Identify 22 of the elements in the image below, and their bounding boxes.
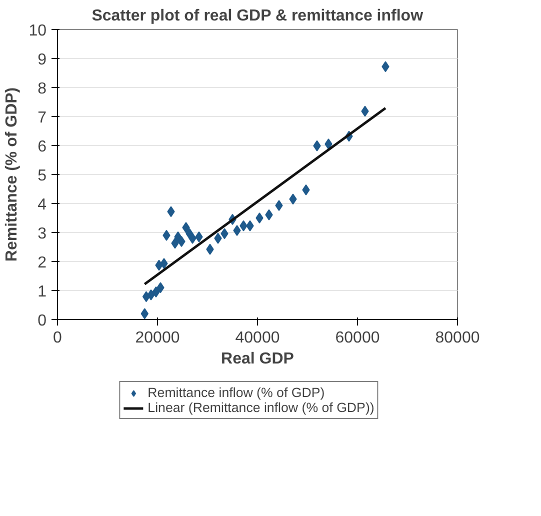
y-tick-label: 7 <box>38 110 47 126</box>
y-axis-title: Remittance (% of GDP) <box>4 87 21 262</box>
point <box>256 212 264 224</box>
y-tick-label: 0 <box>38 312 47 330</box>
y-tick-label: 10 <box>28 22 47 40</box>
y-tick-label: 3 <box>38 226 47 242</box>
legend-label: Linear (Remittance inflow (% of GDP)) <box>148 400 374 415</box>
legend-label: Remittance inflow (% of GDP) <box>148 385 325 400</box>
x-tick-label: 60000 <box>335 330 380 346</box>
y-tick-label: 2 <box>38 254 47 272</box>
x-tick-label: 80000 <box>435 330 480 346</box>
chart-title: Scatter plot of real GDP & remittance inflow <box>92 8 424 24</box>
y-tick-label: 5 <box>38 168 47 184</box>
y-tick-label: 6 <box>38 138 47 156</box>
y-tick-label: 8 <box>38 80 47 98</box>
y-tick-label: 1 <box>38 284 47 300</box>
x-axis-title: Real GDP <box>221 350 294 368</box>
x-tick-label: 0 <box>53 330 62 346</box>
x-tick-label: 20000 <box>135 330 180 346</box>
y-tick-label: 9 <box>38 52 47 68</box>
x-tick-label: 40000 <box>235 330 280 346</box>
y-tick-label: 4 <box>38 196 47 214</box>
